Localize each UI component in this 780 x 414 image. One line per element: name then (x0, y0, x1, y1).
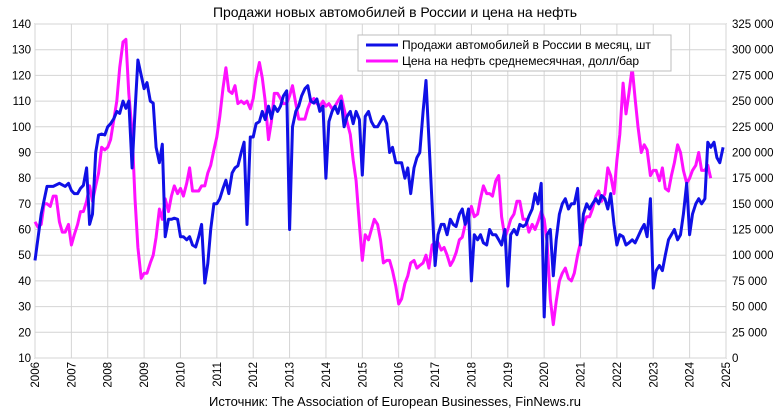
y-right-tick-label: 150 000 (732, 199, 774, 211)
y-left-tick-label: 60 (18, 225, 31, 237)
series-line-sales (33, 58, 725, 319)
legend-box (357, 34, 672, 72)
axes: 10 20 30 40 50 60 70 80 90 100 110 120 130 140 0 25 000… (12, 19, 774, 388)
y-left-tick-label: 50 (18, 250, 31, 262)
grid (34, 23, 727, 359)
y-right-tick-label: 25 000 (732, 327, 767, 339)
y-right-tick-label: 0 (732, 353, 738, 365)
x-tick-label: 2010 (175, 362, 187, 388)
y-right-tick-label: 325 000 (732, 19, 774, 31)
y-right-tick-label: 225 000 (732, 122, 774, 134)
x-tick-label: 2017 (430, 362, 442, 388)
x-tick-label: 2024 (685, 361, 697, 387)
chart-title: Продажи новых автомобилей в России и цен… (213, 4, 577, 20)
y-left-tick-label: 90 (18, 147, 31, 159)
x-tick-label: 2023 (648, 362, 660, 388)
y-right-tick-label: 250 000 (732, 96, 774, 108)
x-tick-label: 2008 (103, 362, 115, 388)
y-right-tick-label: 125 000 (732, 225, 774, 237)
y-left-tick-label: 30 (18, 302, 31, 314)
source-note: Источник: The Association of European Bu… (209, 394, 581, 409)
y-right-tick-label: 200 000 (732, 147, 774, 159)
y-right-tick-label: 50 000 (732, 302, 767, 314)
x-tick-label: 2016 (394, 362, 406, 388)
legend-label-sales: Продажи автомобилей в России в месяц, шт (402, 38, 651, 52)
y-right-tick-label: 175 000 (732, 173, 774, 185)
y-left-tick-label: 120 (12, 70, 31, 82)
y-left-tick-label: 10 (18, 353, 31, 365)
y-left-tick-label: 70 (18, 199, 31, 211)
x-tick-label: 2011 (212, 362, 224, 387)
y-left-tick-label: 100 (12, 122, 31, 134)
x-tick-label: 2015 (357, 362, 369, 388)
x-tick-label: 2019 (503, 362, 515, 388)
y-right-tick-label: 100 000 (732, 250, 774, 262)
legend-label-oil: Цена на нефть среднемесячная, долл/бар (402, 54, 639, 68)
x-tick-label: 2012 (248, 362, 260, 388)
y-right-tick-label: 300 000 (732, 45, 774, 57)
x-tick-label: 2021 (576, 362, 588, 388)
x-tick-label: 2022 (612, 362, 624, 388)
x-tick-label: 2018 (466, 362, 478, 388)
x-tick-label: 2025 (721, 362, 733, 388)
series-line-oil (33, 37, 713, 327)
x-tick-label: 2020 (539, 362, 551, 388)
y-left-tick-label: 110 (13, 96, 31, 108)
y-left-tick-label: 140 (12, 19, 31, 31)
x-tick-label: 2007 (66, 362, 78, 388)
x-tick-label: 2014 (321, 361, 333, 387)
x-tick-label: 2006 (30, 362, 42, 388)
x-tick-label: 2009 (139, 362, 151, 388)
x-tick-label: 2013 (285, 362, 297, 388)
y-left-tick-label: 40 (18, 276, 31, 288)
y-right-tick-label: 75 000 (732, 276, 767, 288)
y-right-tick-label: 275 000 (732, 70, 774, 82)
y-left-tick-label: 80 (18, 173, 31, 185)
plot-frame (34, 23, 727, 359)
y-left-tick-label: 20 (18, 327, 31, 339)
legend: Продажи автомобилей в России в месяц, шт… (357, 34, 672, 72)
y-left-tick-label: 130 (12, 45, 31, 57)
series-layer (33, 37, 725, 327)
